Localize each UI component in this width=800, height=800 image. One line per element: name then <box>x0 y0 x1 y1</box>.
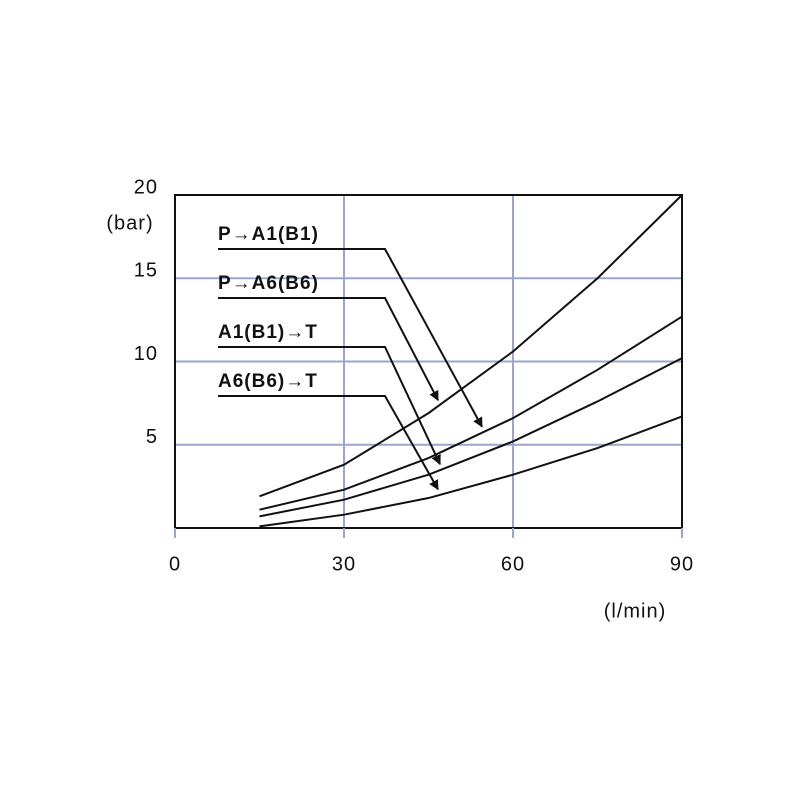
x-axis-label: (l/min) <box>604 600 667 622</box>
y-tick-label: 10 <box>134 343 158 365</box>
annotation-label: P→A6(B6) <box>218 273 319 294</box>
x-tick-label: 90 <box>670 553 694 575</box>
curve <box>259 315 683 511</box>
annotation-label: A1(B1)→T <box>218 322 318 343</box>
y-tick-label: 20 <box>134 176 158 198</box>
curve <box>259 357 683 518</box>
x-tick-label: 0 <box>169 553 181 575</box>
plot-frame <box>174 194 683 529</box>
curve <box>259 415 683 528</box>
annotation-arrow <box>218 297 439 402</box>
y-tick-label: 15 <box>134 260 158 282</box>
y-tick-label: 5 <box>146 426 158 448</box>
annotation-label: A6(B6)→T <box>218 371 318 392</box>
annotation-arrow <box>218 395 439 491</box>
curve <box>259 194 683 498</box>
annotation-arrow <box>218 346 441 466</box>
annotation-label: P→A1(B1) <box>218 224 319 245</box>
x-tick-label: 30 <box>332 553 356 575</box>
annotation-arrow <box>218 248 483 428</box>
y-axis-label: (bar) <box>106 212 153 234</box>
x-tick-label: 60 <box>501 553 525 575</box>
